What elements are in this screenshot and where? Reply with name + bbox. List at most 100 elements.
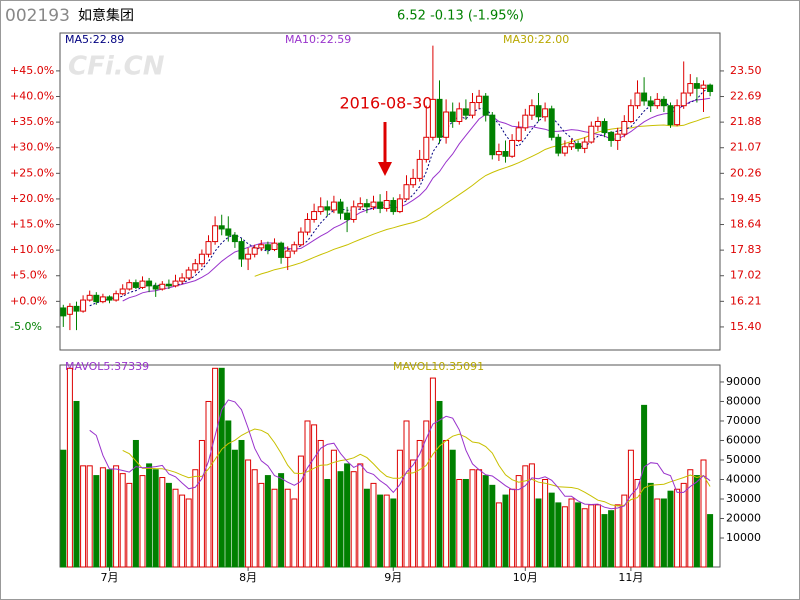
volume-bar xyxy=(700,459,707,568)
volume-bar xyxy=(707,514,714,568)
volume-bar xyxy=(594,504,601,568)
volume-bar xyxy=(251,469,258,568)
volume-bar xyxy=(449,449,456,568)
y-tick-label: 23.50 xyxy=(730,64,762,77)
candle-body xyxy=(99,296,106,303)
candle-body xyxy=(410,177,417,186)
candle-body xyxy=(416,158,423,179)
candle-body xyxy=(350,206,357,220)
candle-body xyxy=(707,84,714,92)
volume-bar xyxy=(311,424,318,568)
volume-bar xyxy=(634,478,641,568)
volume-bar xyxy=(344,463,351,568)
candle-body xyxy=(469,102,476,116)
volume-bar xyxy=(172,488,179,568)
volume-bar xyxy=(601,514,608,568)
candle-body xyxy=(594,120,601,127)
candle-body xyxy=(337,201,344,214)
y-tick-label: 21.07 xyxy=(730,141,762,154)
candle-body xyxy=(693,83,700,89)
candle-body xyxy=(86,294,93,301)
candle-body xyxy=(403,184,410,200)
y-tick-label: 80000 xyxy=(726,394,761,407)
volume-bar xyxy=(429,377,436,568)
candle-body xyxy=(674,105,681,126)
annotation: 2016-08-30 xyxy=(340,94,433,113)
moving-average xyxy=(122,428,711,507)
candle-body xyxy=(324,206,331,211)
candle-body xyxy=(139,280,146,288)
volume-bar xyxy=(403,420,410,568)
volume-bar xyxy=(502,494,509,568)
y-tick-label: 70000 xyxy=(726,414,761,427)
candle-body xyxy=(641,92,648,102)
volume-bar xyxy=(469,469,476,568)
y-tick-label: 22.69 xyxy=(730,90,762,103)
volume-bar xyxy=(165,482,172,568)
price-panel xyxy=(59,32,721,351)
x-tick-label: 8月 xyxy=(239,571,257,584)
candle-body xyxy=(528,105,535,116)
candle-body xyxy=(113,293,120,301)
y2-tick-label: +15.0% xyxy=(10,218,54,231)
volume-bar xyxy=(687,469,694,568)
volume-bar xyxy=(561,506,568,568)
candle-body xyxy=(179,277,186,282)
candle-body xyxy=(449,111,456,122)
y-tick-label: 16.21 xyxy=(730,294,762,307)
y2-tick-label: +30.0% xyxy=(10,141,54,154)
volume-bar xyxy=(291,498,298,568)
candle-body xyxy=(251,247,258,255)
volume-bar xyxy=(60,449,67,568)
candle-body xyxy=(654,98,661,107)
volume-bar xyxy=(436,400,443,568)
volume-bar xyxy=(674,488,681,568)
candle-body xyxy=(383,200,390,209)
volume-bar xyxy=(456,478,463,568)
candle-body xyxy=(258,244,265,249)
candle-body xyxy=(271,242,278,250)
candle-body xyxy=(700,84,707,89)
volume-bar xyxy=(410,459,417,568)
candle-body xyxy=(634,92,641,107)
volume-bar xyxy=(126,482,133,568)
candle-body xyxy=(614,133,621,141)
candle-body xyxy=(225,228,232,236)
y-tick-label: 30000 xyxy=(726,492,761,505)
candle-body xyxy=(297,231,304,246)
volume-bar xyxy=(667,490,674,568)
candle-body xyxy=(231,234,238,243)
candle-body xyxy=(588,125,595,143)
candle-body xyxy=(535,105,542,118)
y-tick-label: 18.64 xyxy=(730,218,762,231)
candle-body xyxy=(311,211,318,220)
candle-body xyxy=(502,151,509,157)
volume-bar xyxy=(284,488,291,568)
volume-bar xyxy=(383,494,390,568)
volume-bar xyxy=(93,475,100,568)
candle-body xyxy=(621,120,628,135)
y-tick-label: 60000 xyxy=(726,433,761,446)
y2-tick-label: +45.0% xyxy=(10,64,54,77)
volume-bar xyxy=(509,488,516,568)
candle-body xyxy=(680,92,687,107)
y2-tick-label: +5.0% xyxy=(10,269,47,282)
volume-bar xyxy=(535,498,542,568)
volume-bar xyxy=(238,439,245,568)
volume-bar xyxy=(86,465,93,568)
candle-body xyxy=(390,200,397,213)
volume-bar xyxy=(357,463,364,568)
candle-body xyxy=(278,242,285,258)
volume-bar xyxy=(568,498,575,568)
candle-body xyxy=(119,288,126,295)
volume-bar xyxy=(608,510,615,568)
volume-bar xyxy=(304,420,311,568)
candle-body xyxy=(482,95,489,116)
volume-bar xyxy=(363,488,370,568)
candle-body xyxy=(396,198,403,213)
volume-bar xyxy=(542,478,549,568)
volume-bar xyxy=(476,469,483,568)
volume-bar xyxy=(390,498,397,568)
candle-body xyxy=(238,241,245,260)
